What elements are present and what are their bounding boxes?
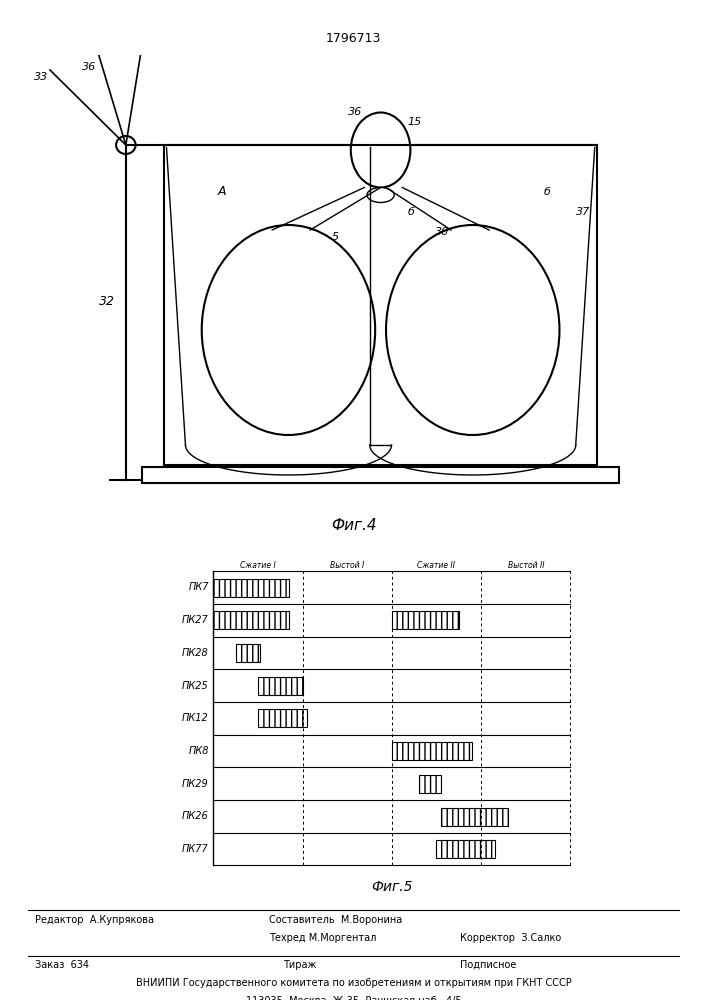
Text: 113035, Москва, Ж-35, Раушская наб., 4/5: 113035, Москва, Ж-35, Раушская наб., 4/5 [246,996,461,1000]
Text: Составитель  М.Воронина: Составитель М.Воронина [269,915,402,925]
Ellipse shape [386,225,559,435]
Text: Редактор  А.Купрякова: Редактор А.Купрякова [35,915,154,925]
Text: Техред М.Моргентал: Техред М.Моргентал [269,933,376,943]
Text: 1796713: 1796713 [326,32,381,45]
Bar [441,808,508,826]
Text: ПК27: ПК27 [182,615,209,625]
Text: 5: 5 [332,232,339,242]
Text: Заказ  634: Заказ 634 [35,960,89,970]
Text: Корректор  З.Салко: Корректор З.Салко [460,933,561,943]
Bar [258,709,307,727]
Ellipse shape [201,225,375,435]
Text: ПК29: ПК29 [182,779,209,789]
Text: ПК7: ПК7 [188,582,209,592]
Text: Сжатие I: Сжатие I [240,561,276,570]
Bar [392,742,472,760]
Text: ПК8: ПК8 [188,746,209,756]
Ellipse shape [367,188,395,202]
Text: ПК25: ПК25 [182,681,209,691]
Text: Фиг.5: Фиг.5 [371,880,413,894]
Text: Подписное: Подписное [460,960,516,970]
Text: ПК26: ПК26 [182,811,209,821]
Ellipse shape [351,112,411,188]
Text: ВНИИПИ Государственного комитета по изобретениям и открытиям при ГКНТ СССР: ВНИИПИ Государственного комитета по изоб… [136,978,571,988]
Text: 37: 37 [575,207,590,217]
Bar [436,840,494,858]
Text: Тираж: Тираж [283,960,316,970]
Bar [258,677,303,695]
Text: Выстой I: Выстой I [330,561,364,570]
Bar [142,466,619,483]
Text: Выстой II: Выстой II [508,561,544,570]
Bar [214,611,289,629]
Text: б: б [408,207,414,217]
Bar [235,644,259,662]
Text: А: А [218,185,226,198]
Text: ПК28: ПК28 [182,648,209,658]
Text: Сжатие II: Сжатие II [417,561,455,570]
Text: 32: 32 [99,295,115,308]
Text: ПК12: ПК12 [182,713,209,723]
Text: 33: 33 [34,72,48,82]
Bar [392,611,459,629]
Text: б: б [543,187,550,197]
Text: ПК77: ПК77 [182,844,209,854]
Bar [419,775,441,793]
Bar [214,579,289,597]
Bar [164,145,597,465]
Text: 15: 15 [408,117,422,127]
Text: 36: 36 [348,107,362,117]
Text: 30: 30 [435,227,449,237]
Text: Фиг.4: Фиг.4 [331,518,376,533]
Text: 36: 36 [83,62,97,72]
